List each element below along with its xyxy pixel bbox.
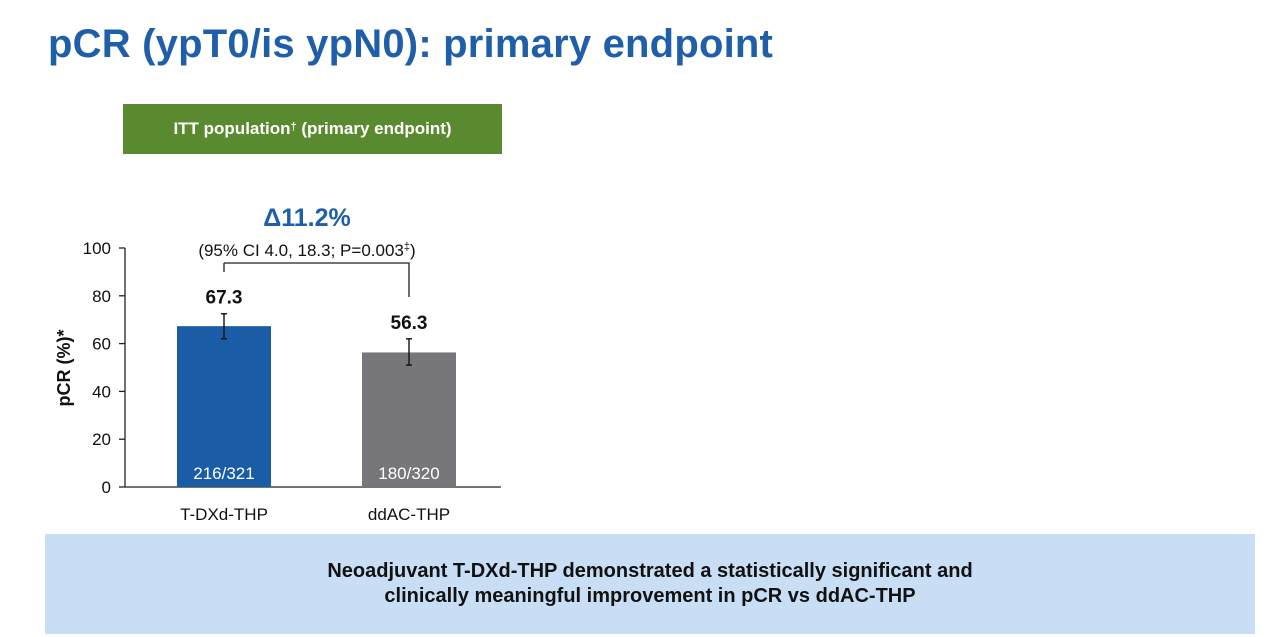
y-tick-label: 0 [102, 478, 111, 497]
conclusion-banner: Neoadjuvant T-DXd-THP demonstrated a sta… [45, 534, 1255, 634]
x-tick-label: T-DXd-THP [180, 505, 268, 524]
y-tick-label: 40 [92, 382, 111, 401]
data-label: 56.3 [391, 313, 428, 334]
y-axis-label: pCR (%)* [54, 330, 74, 407]
y-tick-label: 20 [92, 430, 111, 449]
ci-text-main: (95% CI 4.0, 18.3; P=0.003 [198, 241, 404, 260]
delta-label: Δ11.2% [263, 204, 350, 232]
y-tick-label: 60 [92, 335, 111, 354]
population-badge: ITT population † (primary endpoint) [123, 104, 502, 154]
y-ticks: 0 20 40 60 80 100 [83, 239, 125, 497]
y-tick-label: 80 [92, 287, 111, 306]
y-tick-label: 100 [83, 239, 111, 258]
population-suffix: (primary endpoint) [296, 119, 452, 138]
ci-text: (95% CI 4.0, 18.3; P=0.003‡) [198, 241, 415, 260]
ci-text-end: ) [410, 241, 416, 260]
dagger-mark: † [290, 121, 297, 133]
bars: 67.3 216/321 T-DXd-THP 56.3 180/320 ddAC-THP [177, 288, 456, 524]
count-label: 216/321 [193, 464, 254, 483]
data-label: 67.3 [206, 288, 243, 309]
count-label: 180/320 [378, 464, 439, 483]
x-tick-label: ddAC-THP [368, 505, 450, 524]
bar-ddac-thp [362, 352, 456, 487]
population-label: ITT population [173, 119, 291, 138]
conclusion-line-2: clinically meaningful improvement in pCR… [384, 585, 916, 607]
comparison-bracket [223, 262, 410, 297]
bar-chart: Δ11.2% (95% CI 4.0, 18.3; P=0.003‡) 0 20 4… [54, 204, 501, 524]
ci-double-dagger: ‡ [404, 241, 410, 253]
conclusion-line-1: Neoadjuvant T-DXd-THP demonstrated a sta… [327, 560, 973, 582]
page-title: pCR (ypT0/is ypN0): primary endpoint [48, 22, 774, 66]
bar-t-dxd-thp [177, 326, 271, 487]
